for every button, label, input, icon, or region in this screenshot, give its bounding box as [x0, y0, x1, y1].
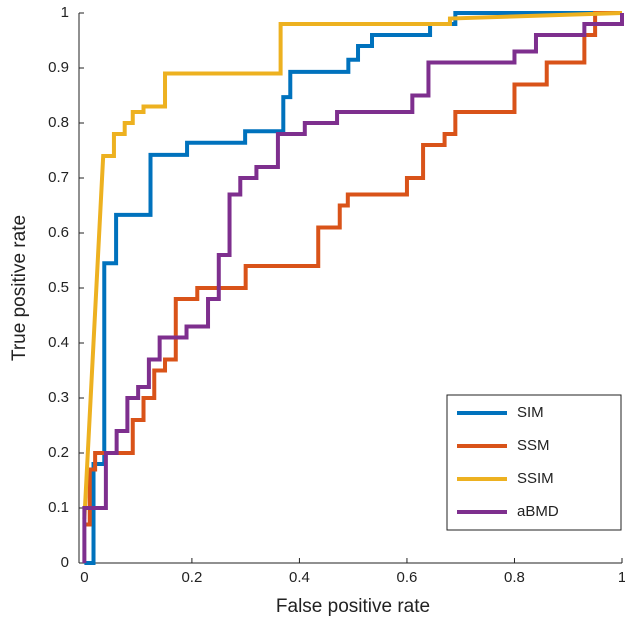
y-tick-label: 0.6: [48, 224, 69, 241]
y-tick-label: 0.8: [48, 114, 69, 131]
legend-label: aBMD: [517, 503, 559, 520]
x-tick-label: 0.8: [504, 569, 525, 586]
legend-label: SSIM: [517, 470, 554, 487]
y-tick-label: 0.4: [48, 334, 69, 351]
x-tick-label: 1: [618, 569, 625, 586]
roc-line: [82, 11, 623, 520]
x-axis-label: False positive rate: [276, 596, 430, 617]
y-tick-label: 1: [61, 4, 69, 21]
roc-line: [84, 11, 622, 527]
x-tick-label: 0.6: [397, 569, 418, 586]
y-axis-label: True positive rate: [9, 215, 30, 361]
y-tick-label: 0.7: [48, 169, 69, 186]
legend-label: SIM: [517, 404, 544, 421]
legend-box: [446, 394, 622, 531]
y-tick-label: 0.9: [48, 59, 69, 76]
y-tick-label: 0.2: [48, 444, 69, 461]
y-tick-label: 0.3: [48, 389, 69, 406]
x-tick-label: 0.4: [289, 569, 310, 586]
x-tick-label: 0: [80, 569, 88, 586]
x-tick-label: 0.2: [181, 569, 202, 586]
legend-label: SSM: [517, 437, 550, 454]
roc-line: [82, 13, 624, 563]
roc-line: [84, 11, 622, 565]
y-tick-label: 0: [61, 554, 69, 571]
y-tick-label: 0.5: [48, 279, 69, 296]
y-tick-label: 0.1: [48, 499, 69, 516]
